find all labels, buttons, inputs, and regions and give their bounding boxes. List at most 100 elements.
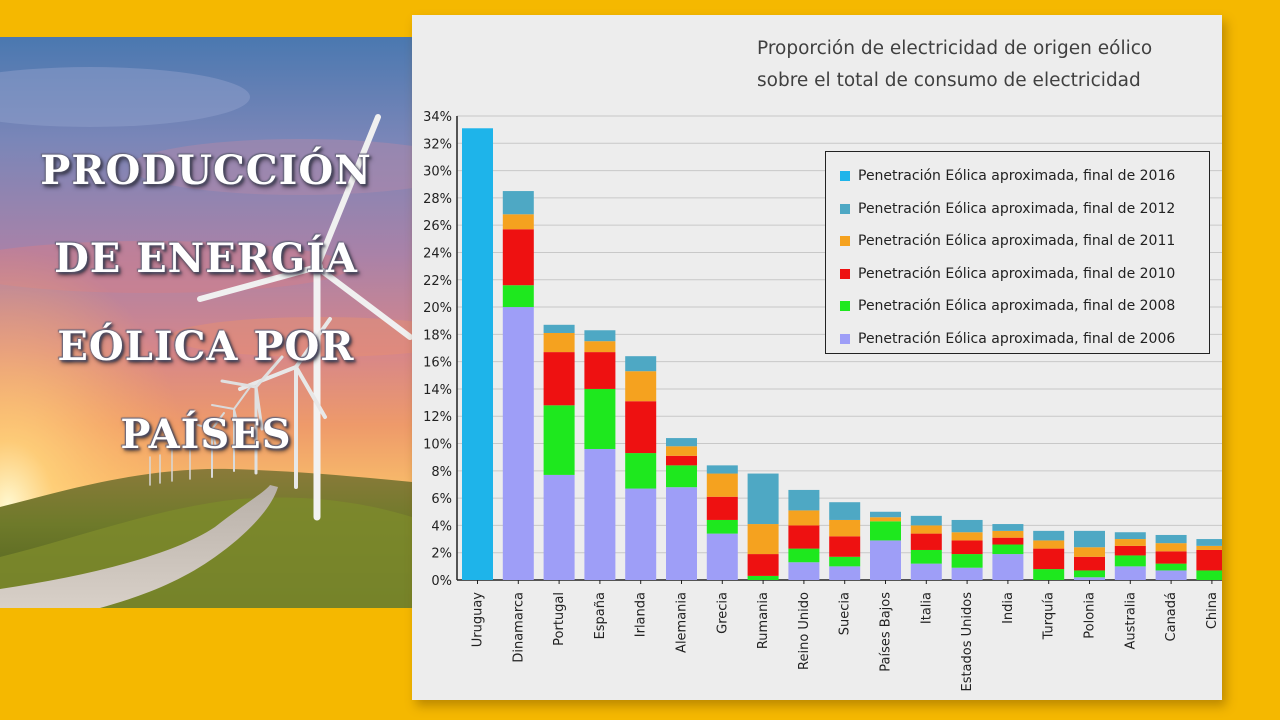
- bar-segment: [706, 473, 738, 497]
- y-tick-label: 16%: [423, 356, 452, 371]
- x-category-label: Uruguay: [471, 592, 486, 648]
- x-category-label: Suecia: [838, 592, 853, 635]
- bar-segment: [1074, 547, 1105, 557]
- bar-segment: [910, 525, 942, 534]
- slide-title-line-4: PAÍSES: [120, 410, 292, 458]
- legend-item: Penetración Eólica aproximada, final de …: [840, 323, 1209, 356]
- slide-title-line-3: EÓLICA POR: [57, 322, 355, 370]
- bar-segment: [992, 544, 1024, 555]
- legend-label: Penetración Eólica aproximada, final de …: [858, 200, 1176, 217]
- legend-item: Penetración Eólica aproximada, final de …: [840, 258, 1209, 291]
- legend-swatch: [840, 236, 850, 247]
- bar-segment: [870, 511, 901, 518]
- x-category-label: España: [593, 592, 608, 639]
- bar-segment: [1074, 556, 1105, 571]
- bar-segment: [1074, 577, 1105, 580]
- bar-segment: [747, 575, 779, 580]
- bar-segment: [706, 496, 738, 520]
- bar-segment: [1196, 570, 1222, 580]
- bar-segment: [829, 519, 861, 537]
- stacked-bar-chart: 0% 2% 4% 6% 8% 10% 12% 14% 16% 18% 20% 22% 24% 26% 28%…: [423, 110, 1222, 692]
- bar-segment: [462, 128, 493, 580]
- bar-segment: [747, 554, 779, 576]
- bar-segment: [951, 540, 983, 555]
- bar-segment: [829, 502, 861, 520]
- bar-segment: [951, 532, 983, 541]
- bar-segment: [625, 356, 657, 372]
- legend-swatch: [840, 301, 850, 312]
- bar-segment: [584, 388, 616, 449]
- x-category-label: Turquía: [1042, 592, 1057, 640]
- bar-segment: [1155, 551, 1187, 564]
- y-tick-label: 32%: [423, 137, 452, 152]
- y-tick-label: 12%: [423, 410, 452, 425]
- bar-segment: [829, 556, 861, 567]
- y-tick-label: 26%: [423, 219, 452, 234]
- bar-segment: [951, 554, 983, 568]
- bar-segment: [502, 229, 534, 286]
- bar-segment: [502, 307, 534, 580]
- legend-item: Penetración Eólica aproximada, final de …: [840, 160, 1209, 193]
- bar-segment: [1114, 539, 1146, 546]
- bar-segment: [584, 448, 616, 580]
- bar-segment: [1114, 532, 1146, 540]
- chart-legend: Penetración Eólica aproximada, final de …: [825, 151, 1210, 354]
- y-tick-label: 8%: [431, 465, 452, 480]
- legend-label: Penetración Eólica aproximada, final de …: [858, 298, 1176, 315]
- slide-title-line-2: DE ENERGÍA: [54, 234, 358, 282]
- bar-segment: [1114, 566, 1146, 580]
- y-tick-label: 24%: [423, 246, 452, 261]
- bar-segment: [625, 488, 657, 580]
- bar-segment: [502, 191, 534, 215]
- legend-label: Penetración Eólica aproximada, final de …: [858, 265, 1176, 282]
- x-category-label: India: [1001, 592, 1016, 624]
- bar-segment: [910, 533, 942, 550]
- bar-segment: [910, 563, 942, 580]
- x-category-label: Canadá: [1164, 592, 1179, 641]
- bar-segment: [666, 465, 697, 488]
- bar-segment: [788, 525, 820, 549]
- x-category-label: Países Bajos: [879, 592, 894, 672]
- y-tick-label: 20%: [423, 301, 452, 316]
- legend-swatch: [840, 268, 850, 279]
- x-category-label: Estados Unidos: [960, 592, 975, 692]
- bar-segment: [870, 521, 901, 541]
- x-category-label: Polonia: [1083, 592, 1098, 639]
- bar-segment: [584, 341, 616, 353]
- bar-segment: [910, 515, 942, 526]
- bar-segment: [625, 371, 657, 402]
- bar-segment: [666, 487, 697, 580]
- bar-segment: [543, 405, 575, 475]
- legend-swatch: [840, 333, 850, 344]
- bar-segment: [951, 519, 983, 533]
- x-category-label: Rumania: [756, 592, 771, 649]
- bar-segment: [543, 474, 575, 580]
- bar-segment: [992, 524, 1024, 531]
- bar-segment: [870, 517, 901, 522]
- chart-title: Proporción de electricidad de origen eól…: [757, 33, 1227, 97]
- bar-segment: [1155, 534, 1187, 544]
- bar-segment: [788, 489, 820, 511]
- bar-segment: [625, 453, 657, 489]
- bar-segment: [992, 530, 1024, 538]
- y-tick-label: 14%: [423, 383, 452, 398]
- x-category-label: Australia: [1123, 592, 1138, 650]
- y-tick-label: 28%: [423, 192, 452, 207]
- x-category-label: China: [1205, 592, 1220, 629]
- chart-title-line-1: Proporción de electricidad de origen eól…: [757, 38, 1153, 59]
- bar-segment: [951, 567, 983, 580]
- legend-label: Penetración Eólica aproximada, final de …: [858, 330, 1176, 347]
- wind-turbine-photo: PRODUCCIÓN DE ENERGÍA EÓLICA POR PAÍSES: [0, 37, 412, 608]
- bar-segment: [992, 537, 1024, 545]
- bar-segment: [1114, 555, 1146, 567]
- legend-item: Penetración Eólica aproximada, final de …: [840, 193, 1209, 226]
- bar-segment: [910, 549, 942, 564]
- bar-segment: [666, 446, 697, 456]
- bar-segment: [706, 465, 738, 474]
- bar-segment: [829, 536, 861, 557]
- bar-segment: [502, 285, 534, 308]
- legend-label: Penetración Eólica aproximada, final de …: [858, 233, 1176, 250]
- bar-segment: [584, 330, 616, 342]
- bar-segment: [829, 566, 861, 580]
- wind-farm-landscape-image: [0, 37, 412, 608]
